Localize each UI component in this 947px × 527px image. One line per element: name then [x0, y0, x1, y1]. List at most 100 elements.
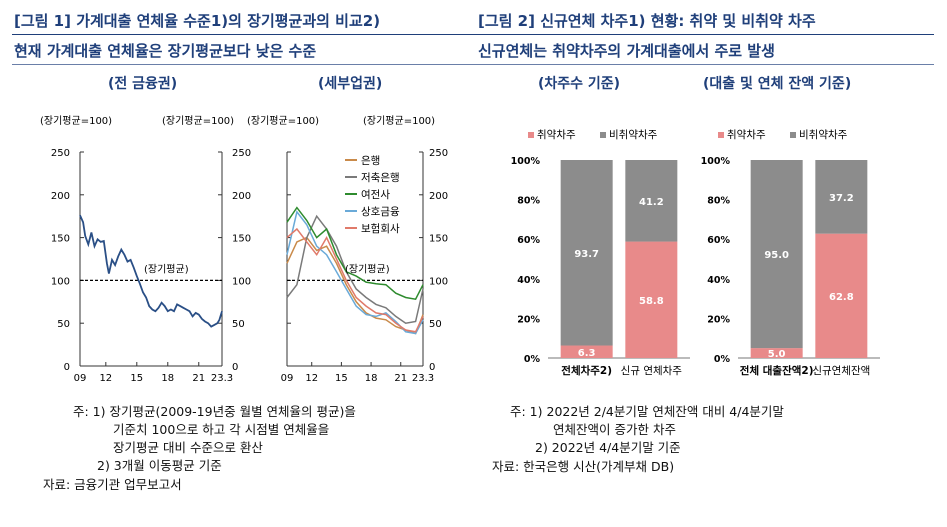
y-axis-label-right: (장기평균=100) — [363, 115, 435, 127]
x-tick-label: 18 — [365, 373, 378, 384]
data-label-비취약차주-0: 95.0 — [764, 250, 789, 261]
panel3-title: (차주수 기준) — [538, 76, 621, 92]
y-tick-label: 0% — [524, 354, 541, 365]
bar-비취약차주-1 — [815, 160, 868, 234]
legend-swatch-비취약차주 — [600, 132, 606, 138]
legend-label-상호금융: 상호금융 — [361, 206, 400, 218]
data-label-취약차주-1: 58.8 — [639, 296, 664, 307]
data-label-취약차주-0: 5.0 — [768, 349, 786, 360]
fig1-note-1: 주: 1) 장기평균(2009-19년중 월별 연체율의 평균)을 — [73, 404, 356, 419]
data-label-비취약차주-0: 93.7 — [574, 249, 599, 260]
fig2-source: 자료: 한국은행 시산(가계부채 DB) — [492, 459, 675, 474]
subtitle-rule — [12, 64, 934, 65]
legend-label-은행: 은행 — [361, 155, 380, 167]
y-tick-label-right: 0 — [232, 362, 238, 373]
y-axis-label-right: (장기평균=100) — [162, 115, 234, 127]
category-label-1: 신규연체잔액 — [812, 365, 870, 377]
y-tick-label-right: 150 — [232, 234, 251, 245]
fig2-subtitle: 신규연체는 취약차주의 가계대출에서 주로 발생 — [478, 42, 775, 60]
y-tick-label-right: 250 — [232, 148, 251, 159]
panel4-title: (대출 및 연체 잔액 기준) — [703, 76, 852, 92]
x-tick-label: 09 — [74, 373, 87, 384]
x-tick-label: 12 — [99, 373, 112, 384]
bar-비취약차주-0 — [750, 160, 803, 349]
bar-비취약차주-0 — [560, 160, 613, 346]
reference-label: (장기평균) — [345, 263, 390, 275]
panel1-title: (전 금융권) — [108, 76, 178, 92]
y-tick-label-right: 100 — [232, 276, 251, 287]
data-label-비취약차주-1: 37.2 — [829, 193, 854, 204]
x-tick-label: 21 — [394, 373, 407, 384]
panel2-title: (세부업권) — [318, 76, 383, 92]
fig2-note-1: 주: 1) 2022년 2/4분기말 연체잔액 대비 4/4분기말 — [510, 404, 784, 419]
bar-취약차주-1 — [625, 241, 678, 358]
x-tick-label: 09 — [281, 373, 294, 384]
chart4: 0% 20% 40% 60% 80% 100% 취약차주 비취약차주 5.0 95.0 전체 대출잔… — [701, 129, 880, 377]
legend-label-취약차주: 취약차주 — [537, 129, 576, 141]
y-tick-label: 60% — [707, 235, 730, 246]
fig1-source: 자료: 금융기관 업무보고서 — [43, 477, 182, 492]
bar-비취약차주-1 — [625, 160, 678, 242]
x-tick-label: 23.3 — [211, 373, 233, 384]
legend-swatch-비취약차주 — [790, 132, 796, 138]
y-tick-label: 40% — [707, 275, 730, 286]
legend-swatch-취약차주 — [528, 132, 534, 138]
fig2-note-2: 연체잔액이 증가한 차주 — [553, 422, 676, 437]
y-tick-label: 80% — [517, 196, 540, 207]
y-tick-label-left: 150 — [51, 234, 70, 245]
chart3: 0% 20% 40% 60% 80% 100% 취약차주 비취약차주 6.3 93.7 전체차주2)… — [511, 129, 690, 377]
x-tick-label: 21 — [192, 373, 205, 384]
legend-label-비취약차주: 비취약차주 — [609, 129, 658, 141]
legend-swatch-취약차주 — [718, 132, 724, 138]
fig1-note-4: 2) 3개월 이동평균 기준 — [97, 458, 222, 473]
y-tick-label-left: 0 — [64, 362, 70, 373]
chart2: (장기평균=100) (장기평균=100) 0 50 100 150 200 250 09 12 1… — [247, 115, 448, 384]
title-rule — [12, 34, 934, 35]
legend-label-보험회사: 보험회사 — [361, 223, 400, 235]
y-tick-label-left: 200 — [51, 191, 70, 202]
y-tick-label: 100% — [511, 156, 541, 167]
series-line-0 — [79, 214, 223, 328]
y-tick-label-right: 250 — [429, 148, 448, 159]
reference-label: (장기평균) — [144, 263, 189, 275]
legend-label-여전사: 여전사 — [361, 189, 390, 201]
y-tick-label-left: 250 — [51, 148, 70, 159]
bar-취약차주-0 — [750, 348, 803, 358]
category-label-0: 전체차주2) — [561, 364, 612, 377]
y-axis-label-left: (장기평균=100) — [40, 115, 112, 127]
x-tick-label: 12 — [305, 373, 318, 384]
legend-label-취약차주: 취약차주 — [727, 129, 766, 141]
x-tick-label: 15 — [335, 373, 348, 384]
y-tick-label: 80% — [707, 196, 730, 207]
y-tick-label-right: 100 — [429, 276, 448, 287]
legend-label-저축은행: 저축은행 — [361, 172, 400, 184]
y-axis-label-left: (장기평균=100) — [247, 115, 319, 127]
y-tick-label-right: 150 — [429, 234, 448, 245]
category-label-0: 전체 대출잔액2) — [740, 364, 814, 377]
y-tick-label-left: 50 — [57, 319, 70, 330]
bar-취약차주-0 — [560, 345, 613, 358]
y-tick-label-left: 100 — [51, 276, 70, 287]
series-line-보험회사 — [286, 227, 424, 333]
data-label-취약차주-1: 62.8 — [829, 292, 854, 303]
fig1-title: [그림 1] 가계대출 연체율 수준1)의 장기평균과의 비교2) — [14, 12, 381, 30]
y-tick-label: 40% — [517, 275, 540, 286]
x-tick-label: 18 — [161, 373, 174, 384]
fig2-note-3: 2) 2022년 4/4분기말 기준 — [535, 440, 681, 455]
data-label-취약차주-0: 6.3 — [578, 348, 596, 359]
y-tick-label: 20% — [707, 314, 730, 325]
chart1: (장기평균=100) (장기평균=100) 0 0 50 50 100 100 150 150 20… — [40, 115, 251, 384]
y-tick-label-right: 200 — [232, 191, 251, 202]
data-label-비취약차주-1: 41.2 — [639, 197, 664, 208]
x-tick-label: 23.3 — [412, 373, 434, 384]
x-tick-label: 15 — [130, 373, 143, 384]
fig2-title: [그림 2] 신규연체 차주1) 현황: 취약 및 비취약 차주 — [478, 12, 816, 30]
y-tick-label: 20% — [517, 314, 540, 325]
category-label-1: 신규 연체차주 — [621, 365, 683, 377]
fig1-note-3: 장기평균 대비 수준으로 환산 — [113, 440, 263, 455]
series-line-여전사 — [286, 206, 424, 301]
y-tick-label-right: 200 — [429, 191, 448, 202]
bar-취약차주-1 — [815, 233, 868, 358]
y-tick-label-right: 50 — [232, 319, 245, 330]
y-tick-label: 100% — [701, 156, 731, 167]
